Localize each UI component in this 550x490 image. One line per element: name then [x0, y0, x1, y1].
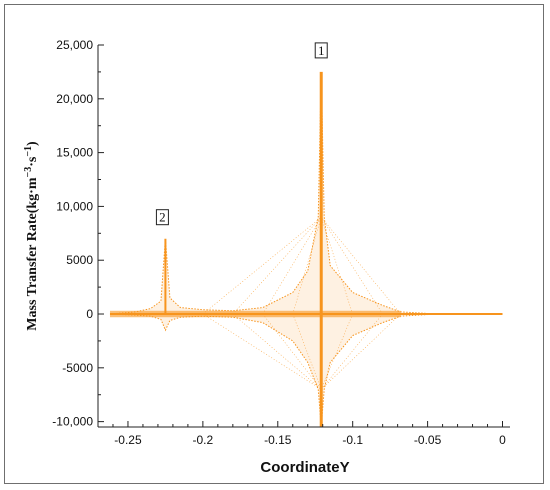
peak-label-box [155, 209, 169, 226]
x-tick-label: 0 [499, 433, 506, 447]
chart-frame [4, 4, 544, 484]
series-fan-line [321, 313, 401, 390]
labels: CoordinateY Mass Transfer Rate(kg·m−3·s−… [23, 42, 350, 476]
peak-label: 2 [159, 210, 166, 225]
x-axis-title: CoordinateY [260, 459, 349, 476]
y-tick-label: 10,000 [56, 199, 93, 213]
y-axis-title: Mass Transfer Rate(kg·m−3·s−1) [23, 141, 40, 331]
series-fan-line [262, 217, 322, 315]
series-fan-line [320, 217, 353, 315]
y-tick-label: 25,000 [56, 38, 93, 52]
y-tick-label: -5000 [62, 361, 93, 375]
y-tick-label: -10,000 [52, 415, 93, 429]
y-tick-label: 20,000 [56, 92, 93, 106]
series-baseline-band [109, 310, 401, 318]
series-fan-line [292, 217, 322, 315]
series-fan-line [262, 313, 322, 390]
y-tick-label: 15,000 [56, 146, 93, 160]
plot-data [109, 71, 503, 428]
axes: -10,000 -5000 0 5000 10,000 15,000 20,000 25,00… [52, 38, 510, 447]
series-fan-line [320, 217, 383, 315]
x-tick-label: -0.2 [193, 433, 214, 447]
x-tick-label: -0.05 [414, 433, 442, 447]
series-envelope-area [109, 71, 503, 428]
series-fan-line [232, 313, 322, 390]
x-tick-label: -0.15 [264, 433, 292, 447]
series-fan-line [320, 313, 383, 390]
series-lower-line [109, 313, 503, 428]
series-upper-line [109, 71, 503, 315]
y-tick-label: 5000 [66, 253, 93, 267]
x-tick-label: -0.25 [114, 433, 142, 447]
peak-label-box [314, 42, 328, 59]
y-tick-label: 0 [86, 307, 93, 321]
peak-label: 1 [318, 43, 325, 58]
series-fan-line [232, 216, 322, 315]
x-tick-label: -0.1 [342, 433, 363, 447]
